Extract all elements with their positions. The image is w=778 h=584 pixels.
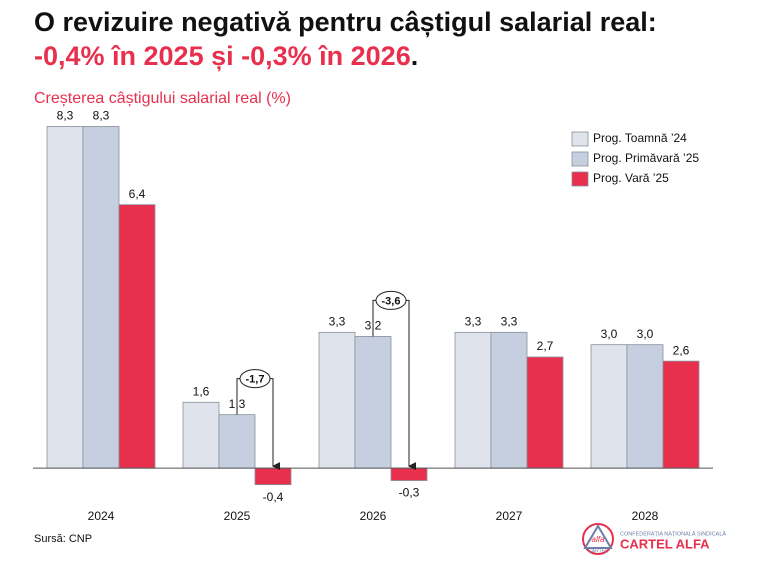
title-highlight: -0,4% în 2025 și -0,3% în 2026	[34, 41, 411, 71]
bar	[82, 126, 120, 469]
logo-name: CARTEL ALFA	[620, 536, 710, 551]
logo-sub: CARTEL	[588, 548, 608, 554]
chart-title: O revizuire negativă pentru câștigul sal…	[34, 7, 657, 37]
value-label: -0,4	[263, 490, 284, 504]
logo-circle	[582, 523, 614, 555]
value-label: 3,3	[501, 314, 518, 328]
logo-triangle	[583, 524, 613, 549]
bar	[590, 344, 628, 469]
legend-label: Prog. Vară ’25	[593, 171, 669, 185]
value-label: 6,4	[129, 187, 146, 201]
legend-label: Prog. Primăvară ’25	[593, 151, 699, 165]
value-label: 3,0	[601, 327, 618, 341]
bar	[218, 414, 256, 469]
value-label: 8,3	[57, 109, 74, 123]
x-tick-label: 2027	[496, 509, 523, 523]
legend-swatch	[571, 171, 589, 187]
x-tick-label: 2025	[224, 509, 251, 523]
logo: alfa CARTEL CONFEDERAȚIA NAȚIONALĂ SINDI…	[582, 523, 726, 555]
value-label: 3,3	[329, 314, 346, 328]
value-label: 1,6	[193, 384, 210, 398]
annotation-label: -1,7	[246, 374, 265, 386]
value-label: 2,7	[537, 339, 554, 353]
bar	[490, 331, 528, 469]
legend-swatch	[571, 131, 589, 147]
x-tick-label: 2026	[360, 509, 387, 523]
bar	[46, 126, 84, 469]
x-tick-label: 2024	[88, 509, 115, 523]
value-label: 3,3	[465, 314, 482, 328]
chart-subtitle: Creșterea câștigului salarial real (%)	[34, 90, 291, 107]
logo-mark: alfa	[592, 535, 605, 544]
chart-title: -0,4% în 2025 și -0,3% în 2026.	[34, 41, 418, 71]
annotation-label: -3,6	[382, 295, 401, 307]
title-part: O revizuire negativă pentru câștigul sal…	[34, 7, 657, 37]
legend-swatch	[571, 151, 589, 167]
bar	[626, 344, 664, 469]
logo-org: CONFEDERAȚIA NAȚIONALĂ SINDICALĂ	[620, 530, 726, 537]
bar	[318, 331, 356, 469]
value-label: 3,0	[637, 327, 654, 341]
annotation-badge	[375, 290, 407, 310]
bar	[526, 356, 564, 469]
value-label: 8,3	[93, 109, 110, 123]
bar	[662, 360, 700, 469]
title-part: .	[411, 41, 419, 71]
annotation-badge	[239, 369, 271, 389]
bar	[182, 401, 220, 469]
legend-label: Prog. Toamnă ’24	[593, 131, 687, 145]
x-tick-label: 2028	[632, 509, 659, 523]
value-label: 2,6	[673, 343, 690, 357]
bar	[354, 336, 392, 469]
bar	[254, 467, 292, 486]
bar	[390, 467, 428, 481]
value-label: -0,3	[399, 486, 420, 500]
source: Sursă: CNP	[34, 533, 92, 545]
bar	[454, 331, 492, 469]
bar	[118, 204, 156, 469]
